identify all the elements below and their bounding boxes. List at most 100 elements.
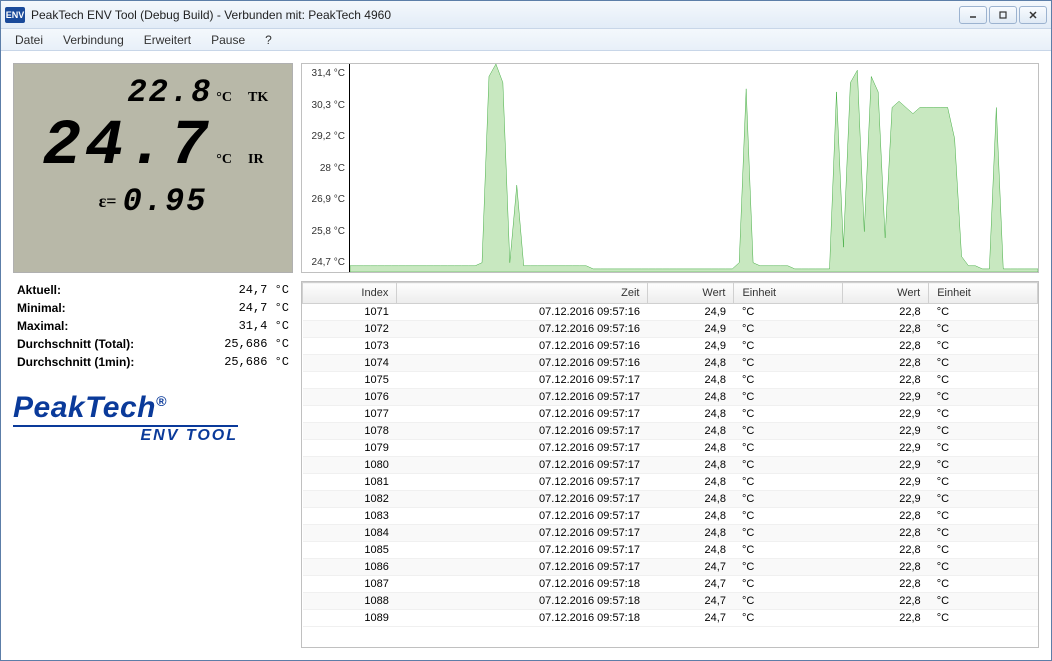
table-cell: °C bbox=[929, 593, 1038, 610]
y-tick-label: 25,8 °C bbox=[302, 226, 345, 237]
table-cell: °C bbox=[734, 525, 843, 542]
table-cell: °C bbox=[929, 491, 1038, 508]
table-row[interactable]: 107507.12.2016 09:57:1724,8°C22,8°C bbox=[303, 372, 1038, 389]
table-row[interactable]: 108707.12.2016 09:57:1824,7°C22,8°C bbox=[303, 576, 1038, 593]
table-cell: 22,8 bbox=[843, 593, 929, 610]
table-cell: 1072 bbox=[303, 321, 397, 338]
table-cell: 22,8 bbox=[843, 321, 929, 338]
table-cell: 24,8 bbox=[648, 491, 734, 508]
table-row[interactable]: 108507.12.2016 09:57:1724,8°C22,8°C bbox=[303, 542, 1038, 559]
table-row[interactable]: 108807.12.2016 09:57:1824,7°C22,8°C bbox=[303, 593, 1038, 610]
table-cell: °C bbox=[929, 440, 1038, 457]
table-cell: 24,8 bbox=[648, 508, 734, 525]
table-cell: 24,8 bbox=[648, 355, 734, 372]
table-row[interactable]: 107207.12.2016 09:57:1624,9°C22,8°C bbox=[303, 321, 1038, 338]
stat-value: 25,686 °C bbox=[224, 355, 289, 369]
data-table: IndexZeitWertEinheitWertEinheit 107107.1… bbox=[302, 282, 1038, 627]
table-cell: 1084 bbox=[303, 525, 397, 542]
logo-subtitle: ENV TOOL bbox=[13, 425, 238, 445]
menu-help[interactable]: ? bbox=[257, 31, 280, 49]
menu-erweitert[interactable]: Erweitert bbox=[136, 31, 199, 49]
table-cell: 07.12.2016 09:57:17 bbox=[397, 457, 648, 474]
table-row[interactable]: 107407.12.2016 09:57:1624,8°C22,8°C bbox=[303, 355, 1038, 372]
stat-row: Durchschnitt (1min): 25,686 °C bbox=[13, 353, 293, 371]
table-cell: 1079 bbox=[303, 440, 397, 457]
table-cell: 24,9 bbox=[648, 304, 734, 321]
table-cell: 07.12.2016 09:57:16 bbox=[397, 304, 648, 321]
table-row[interactable]: 108907.12.2016 09:57:1824,7°C22,8°C bbox=[303, 610, 1038, 627]
table-row[interactable]: 107907.12.2016 09:57:1724,8°C22,9°C bbox=[303, 440, 1038, 457]
table-cell: °C bbox=[929, 542, 1038, 559]
table-cell: °C bbox=[734, 406, 843, 423]
tk-unit: °C bbox=[216, 90, 232, 106]
table-cell: 07.12.2016 09:57:17 bbox=[397, 559, 648, 576]
table-cell: 22,9 bbox=[843, 474, 929, 491]
table-cell: 24,9 bbox=[648, 321, 734, 338]
col-header[interactable]: Einheit bbox=[929, 283, 1038, 304]
table-cell: °C bbox=[734, 423, 843, 440]
minimize-button[interactable] bbox=[959, 6, 987, 24]
table-row[interactable]: 108307.12.2016 09:57:1724,8°C22,8°C bbox=[303, 508, 1038, 525]
table-cell: 1080 bbox=[303, 457, 397, 474]
table-row[interactable]: 107607.12.2016 09:57:1724,8°C22,9°C bbox=[303, 389, 1038, 406]
table-cell: °C bbox=[929, 576, 1038, 593]
stat-label: Durchschnitt (Total): bbox=[17, 337, 134, 351]
table-row[interactable]: 107107.12.2016 09:57:1624,9°C22,8°C bbox=[303, 304, 1038, 321]
data-table-panel[interactable]: IndexZeitWertEinheitWertEinheit 107107.1… bbox=[301, 281, 1039, 648]
table-cell: 07.12.2016 09:57:17 bbox=[397, 542, 648, 559]
app-icon: ENV bbox=[5, 7, 25, 23]
menu-pause[interactable]: Pause bbox=[203, 31, 253, 49]
ir-label: IR bbox=[248, 152, 278, 168]
table-row[interactable]: 108607.12.2016 09:57:1724,7°C22,8°C bbox=[303, 559, 1038, 576]
table-cell: °C bbox=[929, 457, 1038, 474]
table-row[interactable]: 107307.12.2016 09:57:1624,9°C22,8°C bbox=[303, 338, 1038, 355]
menu-datei[interactable]: Datei bbox=[7, 31, 51, 49]
stats-panel: Aktuell:24,7 °CMinimal:24,7 °CMaximal:31… bbox=[13, 281, 293, 648]
table-cell: °C bbox=[734, 559, 843, 576]
menu-verbindung[interactable]: Verbindung bbox=[55, 31, 132, 49]
col-header[interactable]: Wert bbox=[648, 283, 734, 304]
table-cell: °C bbox=[734, 372, 843, 389]
table-cell: °C bbox=[734, 542, 843, 559]
content-area: 22.8 °C TK 24.7 °C IR ε= 0.95 31,4 °C30,… bbox=[1, 51, 1051, 660]
table-row[interactable]: 108107.12.2016 09:57:1724,8°C22,9°C bbox=[303, 474, 1038, 491]
table-cell: °C bbox=[929, 423, 1038, 440]
stat-value: 31,4 °C bbox=[239, 319, 289, 333]
table-cell: °C bbox=[929, 610, 1038, 627]
lcd-display: 22.8 °C TK 24.7 °C IR ε= 0.95 bbox=[13, 63, 293, 273]
stat-row: Minimal:24,7 °C bbox=[13, 299, 293, 317]
stat-label: Durchschnitt (1min): bbox=[17, 355, 134, 369]
table-row[interactable]: 107707.12.2016 09:57:1724,8°C22,9°C bbox=[303, 406, 1038, 423]
table-cell: 24,8 bbox=[648, 474, 734, 491]
table-cell: 07.12.2016 09:57:18 bbox=[397, 593, 648, 610]
table-cell: 22,9 bbox=[843, 440, 929, 457]
table-cell: 07.12.2016 09:57:18 bbox=[397, 610, 648, 627]
table-cell: 1074 bbox=[303, 355, 397, 372]
table-cell: 1086 bbox=[303, 559, 397, 576]
close-button[interactable] bbox=[1019, 6, 1047, 24]
maximize-button[interactable] bbox=[989, 6, 1017, 24]
table-cell: 24,7 bbox=[648, 610, 734, 627]
table-cell: 07.12.2016 09:57:17 bbox=[397, 491, 648, 508]
col-header[interactable]: Wert bbox=[843, 283, 929, 304]
table-cell: °C bbox=[929, 525, 1038, 542]
table-cell: 07.12.2016 09:57:17 bbox=[397, 525, 648, 542]
table-cell: 1085 bbox=[303, 542, 397, 559]
col-header[interactable]: Zeit bbox=[397, 283, 648, 304]
chart-plot[interactable] bbox=[350, 64, 1038, 272]
table-cell: 24,8 bbox=[648, 440, 734, 457]
table-cell: 07.12.2016 09:57:18 bbox=[397, 576, 648, 593]
table-row[interactable]: 108007.12.2016 09:57:1724,8°C22,9°C bbox=[303, 457, 1038, 474]
stat-label: Maximal: bbox=[17, 319, 68, 333]
table-cell: °C bbox=[929, 304, 1038, 321]
table-cell: 07.12.2016 09:57:17 bbox=[397, 423, 648, 440]
table-row[interactable]: 108207.12.2016 09:57:1724,8°C22,9°C bbox=[303, 491, 1038, 508]
table-row[interactable]: 108407.12.2016 09:57:1724,8°C22,8°C bbox=[303, 525, 1038, 542]
window-title: PeakTech ENV Tool (Debug Build) - Verbun… bbox=[31, 8, 959, 22]
table-cell: 22,8 bbox=[843, 525, 929, 542]
titlebar[interactable]: ENV PeakTech ENV Tool (Debug Build) - Ve… bbox=[1, 1, 1051, 29]
table-row[interactable]: 107807.12.2016 09:57:1724,8°C22,9°C bbox=[303, 423, 1038, 440]
col-header[interactable]: Einheit bbox=[734, 283, 843, 304]
col-header[interactable]: Index bbox=[303, 283, 397, 304]
table-cell: 22,9 bbox=[843, 491, 929, 508]
